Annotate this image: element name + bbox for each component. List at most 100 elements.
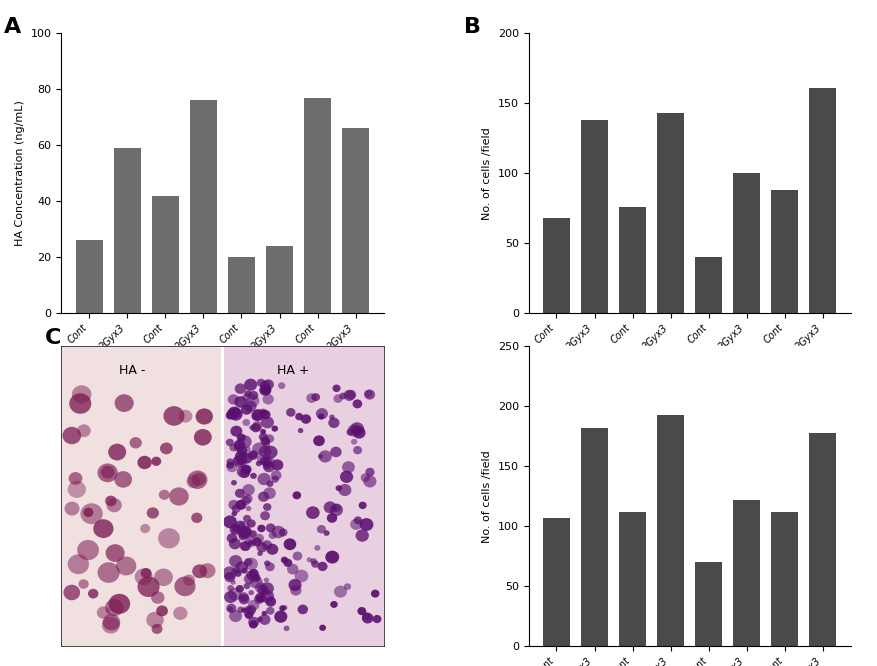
Circle shape xyxy=(245,605,252,612)
Circle shape xyxy=(115,394,133,412)
Circle shape xyxy=(241,568,247,574)
Circle shape xyxy=(331,601,338,608)
Circle shape xyxy=(311,560,319,568)
Circle shape xyxy=(234,396,246,408)
Circle shape xyxy=(229,538,241,549)
Circle shape xyxy=(68,554,89,574)
Circle shape xyxy=(105,599,124,616)
Circle shape xyxy=(259,446,271,458)
Circle shape xyxy=(332,503,341,512)
Circle shape xyxy=(160,442,173,454)
Bar xyxy=(228,257,255,313)
Circle shape xyxy=(298,428,303,433)
Circle shape xyxy=(226,462,234,469)
Circle shape xyxy=(245,529,251,535)
Circle shape xyxy=(340,471,353,483)
Circle shape xyxy=(286,408,296,417)
Circle shape xyxy=(235,489,245,498)
Circle shape xyxy=(260,429,266,434)
Circle shape xyxy=(238,607,244,613)
Circle shape xyxy=(257,551,263,556)
Circle shape xyxy=(256,461,262,466)
Circle shape xyxy=(363,476,376,488)
Circle shape xyxy=(297,605,308,614)
Circle shape xyxy=(259,433,267,441)
Circle shape xyxy=(258,492,269,502)
Circle shape xyxy=(317,525,326,533)
Circle shape xyxy=(138,576,160,597)
Circle shape xyxy=(260,437,270,446)
Circle shape xyxy=(261,416,274,428)
Circle shape xyxy=(138,456,152,469)
Bar xyxy=(267,246,293,313)
Circle shape xyxy=(353,427,366,439)
Circle shape xyxy=(253,442,266,455)
Circle shape xyxy=(93,519,113,538)
Circle shape xyxy=(317,414,324,420)
Circle shape xyxy=(339,392,346,400)
Circle shape xyxy=(244,446,251,452)
Circle shape xyxy=(261,540,272,550)
Text: HA +: HA + xyxy=(277,364,310,378)
Circle shape xyxy=(257,617,263,622)
Circle shape xyxy=(265,562,275,571)
Bar xyxy=(772,190,798,313)
Circle shape xyxy=(236,585,244,593)
Circle shape xyxy=(324,501,337,513)
Circle shape xyxy=(279,528,288,537)
Circle shape xyxy=(317,561,327,571)
Text: B: B xyxy=(464,17,481,37)
Circle shape xyxy=(62,427,82,444)
Circle shape xyxy=(246,605,256,615)
Circle shape xyxy=(316,408,328,420)
Bar xyxy=(342,129,369,313)
Circle shape xyxy=(283,625,289,631)
Bar xyxy=(619,511,645,646)
Circle shape xyxy=(228,407,241,419)
Circle shape xyxy=(235,384,246,394)
Circle shape xyxy=(236,500,246,509)
Circle shape xyxy=(344,583,351,590)
Circle shape xyxy=(235,571,241,577)
Circle shape xyxy=(328,418,339,428)
Circle shape xyxy=(244,574,254,584)
Circle shape xyxy=(260,410,267,416)
Bar xyxy=(543,218,570,313)
Circle shape xyxy=(244,379,257,391)
Circle shape xyxy=(336,485,342,491)
Circle shape xyxy=(108,444,126,460)
Circle shape xyxy=(265,434,275,443)
Circle shape xyxy=(271,470,282,480)
Circle shape xyxy=(293,551,303,561)
Circle shape xyxy=(238,521,250,532)
Circle shape xyxy=(252,409,264,421)
Bar xyxy=(619,206,645,313)
Circle shape xyxy=(249,530,257,537)
Circle shape xyxy=(249,576,262,589)
Circle shape xyxy=(226,603,237,613)
Circle shape xyxy=(224,591,237,603)
Circle shape xyxy=(263,488,276,499)
Circle shape xyxy=(249,620,258,629)
Circle shape xyxy=(248,590,254,595)
Circle shape xyxy=(228,587,242,601)
Circle shape xyxy=(237,446,247,456)
Bar xyxy=(809,433,836,646)
Circle shape xyxy=(236,561,248,573)
Circle shape xyxy=(226,462,238,472)
Circle shape xyxy=(327,513,338,523)
Bar xyxy=(581,120,608,313)
Circle shape xyxy=(233,566,240,573)
Circle shape xyxy=(362,612,370,620)
Circle shape xyxy=(65,501,80,515)
Circle shape xyxy=(257,596,263,602)
Circle shape xyxy=(81,503,103,524)
Circle shape xyxy=(325,551,339,563)
Circle shape xyxy=(246,519,256,527)
Circle shape xyxy=(229,408,243,421)
Circle shape xyxy=(243,515,251,522)
Circle shape xyxy=(278,382,285,389)
Circle shape xyxy=(72,386,91,404)
Circle shape xyxy=(355,529,369,541)
Circle shape xyxy=(324,530,330,536)
